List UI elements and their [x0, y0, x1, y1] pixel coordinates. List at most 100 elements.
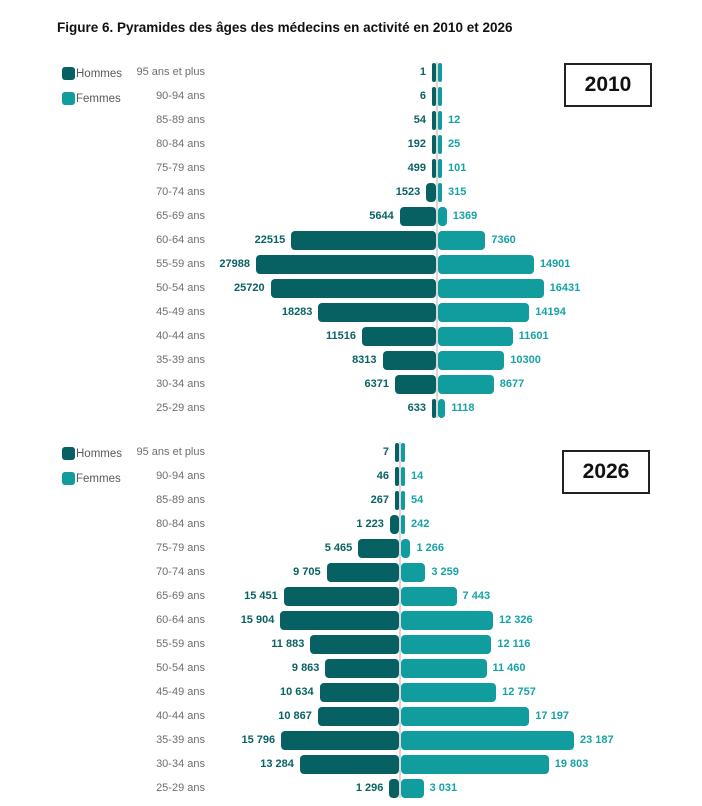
hommes-bar: [310, 634, 399, 654]
center-axis-line: [436, 62, 438, 418]
femmes-bar: [438, 182, 442, 202]
hommes-value-label: 1523: [395, 186, 421, 198]
hommes-value-label: 10 867: [278, 710, 312, 722]
hommes-value-label: 192: [407, 138, 426, 150]
bar-area: 5 465 1 266: [218, 536, 702, 560]
age-label: 25-29 ans: [156, 402, 205, 414]
bar-area: 15 451 7 443: [218, 584, 702, 608]
age-label: 60-64 ans: [156, 234, 205, 246]
bar-area: 5644 1369: [218, 204, 702, 228]
femmes-bar: [401, 754, 549, 774]
pyramid-row: 50-54 ans 25720 16431: [0, 276, 702, 300]
hommes-bar: [280, 610, 399, 630]
legend-item-hommes: Hommes: [62, 66, 122, 81]
femmes-bar: [401, 778, 424, 798]
age-label: 45-49 ans: [156, 306, 205, 318]
bar-area: 10 867 17 197: [218, 704, 702, 728]
bar-area: 25720 16431: [218, 276, 702, 300]
femmes-bar: [401, 514, 405, 534]
pyramid-row: 30-34 ans 13 284 19 803: [0, 752, 702, 776]
bar-area: 633 1118: [218, 396, 702, 420]
pyramid-row: 55-59 ans 11 883 12 116: [0, 632, 702, 656]
age-label: 65-69 ans: [156, 210, 205, 222]
femmes-value-label: 101: [448, 162, 467, 174]
age-label: 95 ans et plus: [136, 446, 206, 458]
hommes-bar: [395, 442, 399, 462]
pyramid-row: 70-74 ans 9 705 3 259: [0, 560, 702, 584]
bar-area: 10 634 12 757: [218, 680, 702, 704]
femmes-bar: [401, 706, 530, 726]
hommes-bar: [270, 278, 436, 298]
pyramid-row: 60-64 ans 22515 7360: [0, 228, 702, 252]
legend-2026: Hommes Femmes: [62, 446, 122, 486]
pyramid-row: 35-39 ans 8313 10300: [0, 348, 702, 372]
bar-area: 9 705 3 259: [218, 560, 702, 584]
bar-area: 11 883 12 116: [218, 632, 702, 656]
hommes-value-label: 499: [407, 162, 426, 174]
femmes-bar: [438, 62, 442, 82]
hommes-value-label: 9 863: [291, 662, 320, 674]
hommes-bar: [299, 754, 399, 774]
femmes-value-label: 23 187: [580, 734, 614, 746]
pyramid-row: 40-44 ans 11516 11601: [0, 324, 702, 348]
bar-area: 15 796 23 187: [218, 728, 702, 752]
femmes-value-label: 14194: [535, 306, 566, 318]
legend-2010: Hommes Femmes: [62, 66, 122, 106]
hommes-bar: [431, 398, 436, 418]
bar-area: 6: [218, 84, 702, 108]
bar-area: 18283 14194: [218, 300, 702, 324]
femmes-value-label: 19 803: [554, 758, 589, 770]
femmes-bar: [438, 254, 534, 274]
pyramid-row: 65-69 ans 5644 1369: [0, 204, 702, 228]
femmes-bar: [401, 490, 405, 510]
hommes-bar: [291, 230, 436, 250]
bar-area: 15 904 12 326: [218, 608, 702, 632]
age-label: 85-89 ans: [156, 114, 205, 126]
age-label: 70-74 ans: [156, 186, 205, 198]
femmes-value-label: 12 116: [497, 638, 531, 650]
femmes-bar: [438, 158, 442, 178]
hommes-value-label: 22515: [254, 234, 286, 246]
hommes-value-label: 15 904: [240, 614, 275, 626]
femmes-bar: [401, 634, 492, 654]
age-label: 35-39 ans: [156, 734, 205, 746]
age-label: 30-34 ans: [156, 378, 205, 390]
hommes-swatch-icon: [62, 67, 75, 80]
pyramid-chart-2010: Hommes Femmes 2010 95 ans et plus 1 90-94 …: [0, 60, 702, 426]
bar-area: 1523 315: [218, 180, 702, 204]
hommes-bar: [395, 374, 436, 394]
bar-area: 22515 7360: [218, 228, 702, 252]
age-label: 40-44 ans: [156, 330, 205, 342]
femmes-value-label: 1 266: [416, 542, 444, 554]
pyramid-row: 50-54 ans 9 863 11 460: [0, 656, 702, 680]
age-label: 30-34 ans: [156, 758, 205, 770]
femmes-value-label: 1369: [452, 210, 478, 222]
hommes-bar: [281, 730, 399, 750]
hommes-bar: [432, 134, 436, 154]
hommes-value-label: 6371: [364, 378, 390, 390]
hommes-value-label: 11 883: [271, 638, 305, 650]
age-label: 50-54 ans: [156, 662, 205, 674]
hommes-value-label: 13 284: [260, 758, 294, 770]
femmes-bar: [401, 466, 405, 486]
hommes-bar: [389, 514, 399, 534]
pyramid-row: 70-74 ans 1523 315: [0, 180, 702, 204]
femmes-value-label: 7360: [491, 234, 516, 246]
femmes-value-label: 315: [448, 186, 467, 198]
age-label: 65-69 ans: [156, 590, 205, 602]
legend-item-femmes: Femmes: [62, 91, 122, 106]
femmes-value-label: 17 197: [535, 710, 569, 722]
hommes-value-label: 1 223: [356, 518, 384, 530]
age-label: 80-84 ans: [156, 138, 205, 150]
femmes-bar: [401, 586, 457, 606]
femmes-value-label: 11 460: [492, 662, 526, 674]
hommes-bar: [283, 586, 399, 606]
femmes-bar: [438, 350, 505, 370]
hommes-value-label: 27988: [219, 258, 250, 270]
bar-area: 1: [218, 60, 702, 84]
hommes-value-label: 1 296: [355, 782, 384, 794]
figure-title: Figure 6. Pyramides des âges des médecin…: [57, 20, 513, 35]
femmes-bar: [438, 326, 513, 346]
hommes-bar: [325, 658, 399, 678]
